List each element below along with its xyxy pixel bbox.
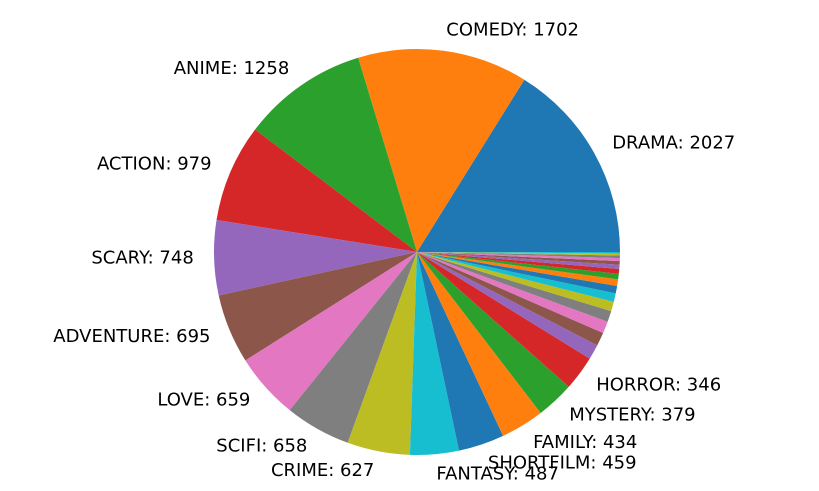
pie-slice-minor-15 — [417, 252, 604, 346]
pie-slice-action — [216, 129, 417, 252]
pie-label-anime: ANIME: 1258 — [174, 58, 290, 79]
pie-label-fantasy: FANTASY: 487 — [436, 464, 559, 485]
pie-slice-minor-21 — [417, 252, 619, 286]
pie-label-scary: SCARY: 748 — [91, 248, 193, 269]
pie-slice-minor-20 — [417, 252, 618, 294]
pie-slice-love — [245, 252, 417, 411]
pie-slice-minor-22 — [417, 252, 619, 280]
pie-label-comedy: COMEDY: 1702 — [446, 20, 579, 41]
pie-slice-minor-28 — [417, 252, 620, 256]
pie-slice-minor-23 — [417, 252, 620, 274]
pie-slice-minor-24 — [417, 252, 620, 270]
pie-labels: DRAMA: 2027 COMEDY: 1702 ANIME: 1258 ACTION… — [53, 20, 735, 485]
pie-slice-comedy — [358, 48, 525, 253]
pie-label-shortfilm: SHORTFILM: 459 — [488, 453, 637, 474]
pie-slice-shortfilm — [417, 252, 504, 451]
pie-slice-minor-25 — [417, 252, 620, 265]
pie-slice-scary — [214, 220, 417, 296]
pie-slice-mystery — [417, 252, 569, 413]
pie-slice-minor-26 — [417, 252, 620, 262]
pie-slice-horror — [417, 252, 590, 387]
pie-label-drama: DRAMA: 2027 — [612, 133, 735, 154]
pie-slice-crime — [347, 252, 417, 455]
pie-slice-adventure — [218, 252, 417, 361]
pie-slice-minor-14 — [417, 252, 598, 359]
pie-label-scifi: SCIFI: 658 — [216, 436, 307, 457]
pie-slice-minor-29 — [417, 252, 620, 254]
pie-slice-minor-18 — [417, 252, 614, 312]
pie-slice-minor-27 — [417, 252, 620, 259]
pie-slice-family — [417, 252, 541, 436]
pie-label-horror: HORROR: 346 — [596, 374, 721, 395]
pie-label-adventure: ADVENTURE: 695 — [53, 326, 210, 347]
pie-slice-anime — [255, 57, 417, 253]
pie-label-love: LOVE: 659 — [157, 390, 250, 411]
pie-slice-minor-19 — [417, 252, 616, 302]
pie-slice-minor-16 — [417, 252, 608, 334]
pie-slices — [214, 48, 620, 456]
pie-slice-scifi — [289, 252, 417, 443]
pie-slice-drama — [417, 79, 620, 252]
pie-label-family: FAMILY: 434 — [533, 432, 637, 453]
pie-slice-fantasy — [409, 252, 460, 456]
pie-label-crime: CRIME: 627 — [271, 460, 374, 481]
pie-slice-minor-17 — [417, 252, 612, 322]
pie-label-mystery: MYSTERY: 379 — [569, 404, 695, 425]
pie-label-action: ACTION: 979 — [97, 154, 212, 175]
